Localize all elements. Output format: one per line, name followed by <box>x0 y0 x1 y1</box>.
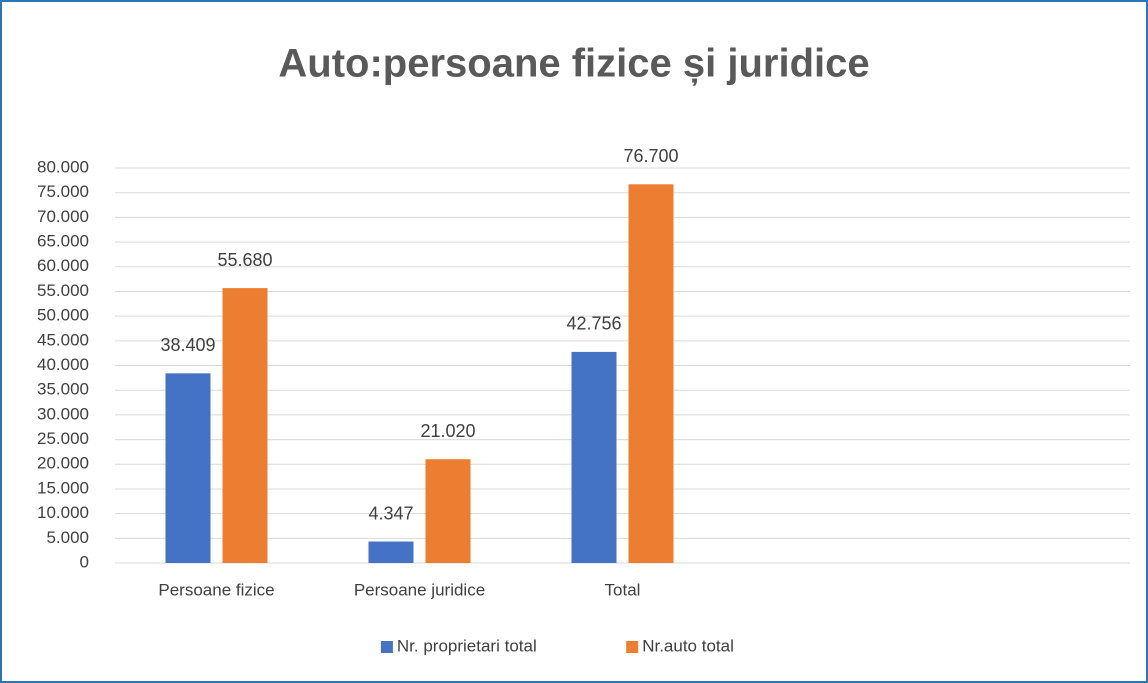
bar <box>571 351 617 563</box>
x-tick-label: Persoane fizice <box>158 580 274 599</box>
bar <box>425 459 471 563</box>
y-tick-label: 0 <box>80 552 89 571</box>
data-label: 76.700 <box>623 146 678 166</box>
data-label: 21.020 <box>420 421 475 441</box>
legend-swatch <box>380 641 393 653</box>
chart-title: Auto:persoane fizice și juridice <box>278 42 869 86</box>
bar <box>222 288 268 563</box>
y-tick-label: 55.000 <box>37 281 89 300</box>
data-label: 55.680 <box>217 250 272 270</box>
y-tick-label: 50.000 <box>37 306 89 325</box>
y-tick-label: 20.000 <box>37 454 89 473</box>
bar <box>628 184 674 563</box>
y-tick-label: 75.000 <box>37 182 89 201</box>
y-tick-label: 60.000 <box>37 256 89 275</box>
data-label: 38.409 <box>160 335 215 355</box>
y-tick-label: 35.000 <box>37 380 89 399</box>
bar <box>368 541 414 563</box>
x-tick-label: Total <box>605 580 641 599</box>
y-tick-label: 10.000 <box>37 503 89 522</box>
y-tick-label: 40.000 <box>37 355 89 374</box>
y-tick-label: 5.000 <box>46 528 89 547</box>
y-tick-label: 70.000 <box>37 207 89 226</box>
y-tick-label: 30.000 <box>37 404 89 423</box>
y-tick-label: 45.000 <box>37 330 89 349</box>
data-label: 42.756 <box>566 314 621 334</box>
legend-label: Nr.auto total <box>642 636 734 655</box>
legend-label: Nr. proprietari total <box>397 636 537 655</box>
x-tick-label: Persoane juridice <box>354 580 485 599</box>
data-label: 4.347 <box>368 503 413 523</box>
y-tick-label: 25.000 <box>37 429 89 448</box>
y-tick-label: 15.000 <box>37 478 89 497</box>
bar <box>165 373 211 563</box>
legend-swatch <box>626 641 639 653</box>
y-tick-label: 80.000 <box>37 157 89 176</box>
y-tick-label: 65.000 <box>37 232 89 251</box>
